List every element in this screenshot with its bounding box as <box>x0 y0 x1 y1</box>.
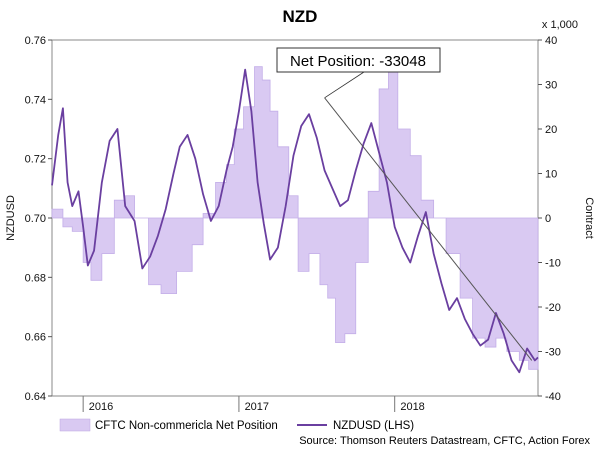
trend-line-layer <box>324 71 533 361</box>
right-axis: -40 -30 -20 -10 0 10 20 30 40 <box>538 35 561 403</box>
nzdusd-line-layer <box>51 68 539 374</box>
callout-box <box>276 47 441 73</box>
right-tick-label: -30 <box>545 347 561 359</box>
legend-swatch-area <box>59 418 91 432</box>
left-tick-label: 0.68 <box>25 272 46 284</box>
callout-pointer <box>324 71 365 99</box>
right-tick-label: -10 <box>545 258 561 270</box>
annotation-callout: Net Position: -33048 <box>276 47 441 73</box>
net-position-area <box>51 66 539 370</box>
legend-label-line: NZDUSD (LHS) <box>333 420 414 432</box>
left-tick-label: 0.74 <box>25 94 46 106</box>
x-tick-label: 2016 <box>89 401 113 413</box>
callout-text: Net Position: -33048 <box>290 53 426 70</box>
nzdusd-line <box>51 68 539 374</box>
left-tick-label: 0.66 <box>25 332 46 344</box>
right-tick-label: 0 <box>545 213 551 225</box>
trend-line <box>324 97 533 361</box>
right-tick-label: 10 <box>545 169 557 181</box>
x-tick-label: 2017 <box>245 401 269 413</box>
left-tick-label: 0.76 <box>25 35 46 47</box>
right-tick-label: 40 <box>545 35 557 47</box>
right-tick-label: -20 <box>545 302 561 314</box>
right-tick-label: 20 <box>545 124 557 136</box>
left-axis-title: NZDUSD <box>5 195 17 241</box>
right-axis-unit: x 1,000 <box>542 19 578 31</box>
left-tick-label: 0.64 <box>25 391 46 403</box>
net-position-area-layer <box>51 66 539 370</box>
chart-title: NZD <box>283 7 318 26</box>
legend-label-area: CFTC Non-commericla Net Position <box>95 420 278 432</box>
legend: CFTC Non-commericla Net Position NZDUSD … <box>59 418 414 432</box>
x-axis: 2016 2017 2018 <box>82 396 425 413</box>
source-note: Source: Thomson Reuters Datastream, CFTC… <box>299 435 590 447</box>
x-tick-label: 2018 <box>400 401 424 413</box>
left-tick-label: 0.72 <box>25 154 46 166</box>
right-axis-title: Contract <box>583 197 595 239</box>
right-tick-label: -40 <box>545 391 561 403</box>
right-tick-label: 30 <box>545 80 557 92</box>
left-axis: 0.64 0.66 0.68 0.70 0.72 0.74 0.76 <box>25 35 52 403</box>
left-tick-label: 0.70 <box>25 213 46 225</box>
